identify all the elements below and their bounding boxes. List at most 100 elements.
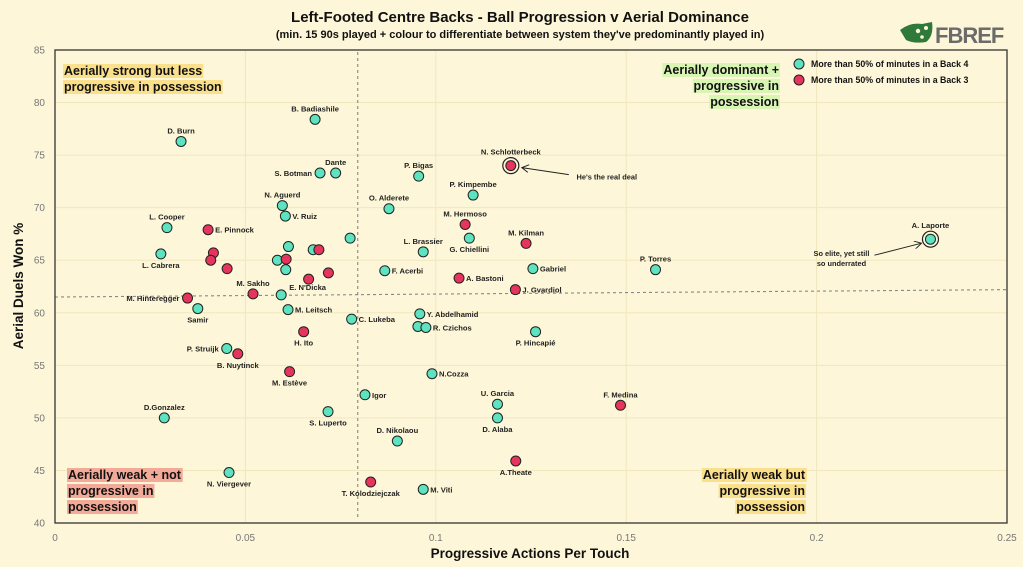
- quadrant-bottom-right-highlight: [701, 468, 807, 482]
- point-label: R. Czichos: [433, 323, 472, 332]
- y-axis-label: Aerial Duels Won %: [11, 223, 26, 350]
- data-point: L. Cabrera: [142, 248, 180, 270]
- point-marker-back4: [463, 232, 475, 244]
- point-marker-back4: [417, 246, 429, 258]
- point-label: H. Ito: [294, 339, 313, 348]
- quadrant-top-right-line: Aerially dominant +: [663, 63, 779, 77]
- data-point: [322, 267, 334, 279]
- data-point: E. N'Dicka: [275, 283, 327, 301]
- point-marker-back4: [391, 435, 403, 447]
- y-tick-label: 55: [34, 361, 46, 372]
- data-point: [221, 263, 233, 275]
- point-marker-back4: [161, 222, 173, 234]
- point-label: S. Luperto: [309, 419, 347, 428]
- point-marker-back3: [510, 455, 522, 467]
- point-marker-back3: [221, 263, 233, 275]
- data-point: M. Leitsch: [282, 304, 333, 316]
- quadrant-top-right-line: possession: [710, 95, 779, 109]
- data-point: N. Viergever: [207, 467, 251, 489]
- legend: More than 50% of minutes in a Back 4 Mor…: [793, 58, 969, 86]
- point-label: N. Schlotterbeck: [481, 148, 542, 157]
- point-label: Y. Abdelhamid: [427, 310, 479, 319]
- data-point: D. Burn: [167, 126, 195, 147]
- data-point: M. Hinteregger: [126, 292, 194, 304]
- quadrant-bottom-left-line: Aerially weak + not: [68, 468, 182, 482]
- point-label: S. Botman: [274, 169, 312, 178]
- data-points: B. Badiashile D. Burn Dante S. Botman N. Agu…: [126, 104, 949, 498]
- point-marker-back4: [650, 264, 662, 276]
- data-point: T. Kolodziejczak: [342, 476, 401, 498]
- quadrant-bottom-left-line: progressive in: [68, 484, 153, 498]
- point-label: F. Medina: [603, 390, 638, 399]
- point-marker-back4: [282, 241, 294, 253]
- point-label: F. Acerbi: [392, 267, 423, 276]
- quadrant-bottom-left: Aerially weak + not progressive in possess…: [67, 468, 183, 514]
- point-marker-back4: [276, 200, 288, 212]
- data-point: D.Gonzalez: [144, 403, 185, 424]
- point-marker-back3: [505, 160, 517, 172]
- annotations: He's the real deal So elite, yet stillso …: [522, 168, 922, 268]
- point-marker-back4: [491, 412, 503, 424]
- point-marker-back4: [467, 189, 479, 201]
- point-label: A.Theate: [500, 468, 532, 477]
- point-marker-back4: [414, 308, 426, 320]
- point-marker-back3: [232, 348, 244, 360]
- point-label: U. Garcia: [481, 389, 515, 398]
- point-label: A. Bastoni: [466, 274, 504, 283]
- point-label: L. Cooper: [149, 213, 184, 222]
- point-label: M. Hinteregger: [126, 294, 179, 303]
- point-label: P. Torres: [640, 255, 671, 264]
- quadrant-bottom-left-highlight: [67, 500, 138, 514]
- reference-lines: [54, 52, 1008, 520]
- point-marker-back4: [426, 368, 438, 380]
- quadrant-bottom-left-highlight: [67, 468, 183, 482]
- data-point: Gabriel: [527, 263, 566, 275]
- data-point: B. Badiashile: [291, 104, 339, 125]
- data-point: L. Brassier: [404, 237, 443, 258]
- point-label: D. Burn: [167, 126, 195, 135]
- quadrant-top-right-highlight: [662, 63, 780, 77]
- point-label: B. Badiashile: [291, 104, 339, 113]
- point-label: E. Pinnock: [215, 226, 255, 235]
- quadrant-bottom-left-line: possession: [68, 500, 137, 514]
- tick-labels: 0 0.05 0.1 0.15 0.2 0.25 40 45 50 55 60 65 70 75 80 85: [34, 46, 1017, 545]
- data-point: P. Kimpembe: [450, 180, 497, 201]
- y-tick-label: 40: [34, 519, 46, 530]
- data-point: U. Garcia: [481, 389, 515, 410]
- svg-text:FBREF: FBREF: [935, 23, 1004, 48]
- point-marker-back4: [491, 398, 503, 410]
- point-label: N. Viergever: [207, 480, 251, 489]
- point-label: Dante: [325, 158, 346, 167]
- data-point: P. Hincapié: [516, 326, 556, 348]
- point-label: L. Brassier: [404, 237, 443, 246]
- data-point: C. Lukeba: [346, 313, 396, 325]
- point-marker-back4: [383, 203, 395, 215]
- data-point: Samir: [187, 303, 208, 325]
- point-marker-back3: [284, 366, 296, 378]
- data-point: O. Alderete: [369, 194, 409, 215]
- quadrant-top-right: Aerially dominant + progressive in possess…: [662, 63, 780, 109]
- y-tick-label: 80: [34, 98, 46, 109]
- data-point: G. Chiellini: [449, 232, 489, 254]
- point-label: M. Leitsch: [295, 306, 332, 315]
- legend-label-back3: More than 50% of minutes in a Back 3: [811, 75, 969, 85]
- point-marker-back4: [346, 313, 358, 325]
- point-marker-back4: [279, 210, 291, 222]
- legend-marker-back4: [793, 58, 805, 70]
- point-label: J. Gvardiol: [522, 286, 561, 295]
- data-point: M. Sakho: [236, 279, 270, 300]
- legend-marker-back3: [793, 74, 805, 86]
- point-label: N.Cozza: [439, 370, 469, 379]
- point-label: M. Hermoso: [443, 209, 487, 218]
- data-point: M. Hermoso: [443, 209, 487, 230]
- point-label: V. Ruiz: [292, 212, 317, 221]
- point-marker-back4: [379, 265, 391, 277]
- annotation-text: so underrated: [817, 259, 867, 268]
- data-point: [282, 241, 294, 253]
- point-marker-back4: [527, 263, 539, 275]
- quadrant-bottom-right-line: possession: [736, 500, 805, 514]
- data-point: H. Ito: [294, 326, 314, 348]
- data-point: P. Torres: [640, 255, 671, 276]
- point-label: M. Kilman: [508, 228, 544, 237]
